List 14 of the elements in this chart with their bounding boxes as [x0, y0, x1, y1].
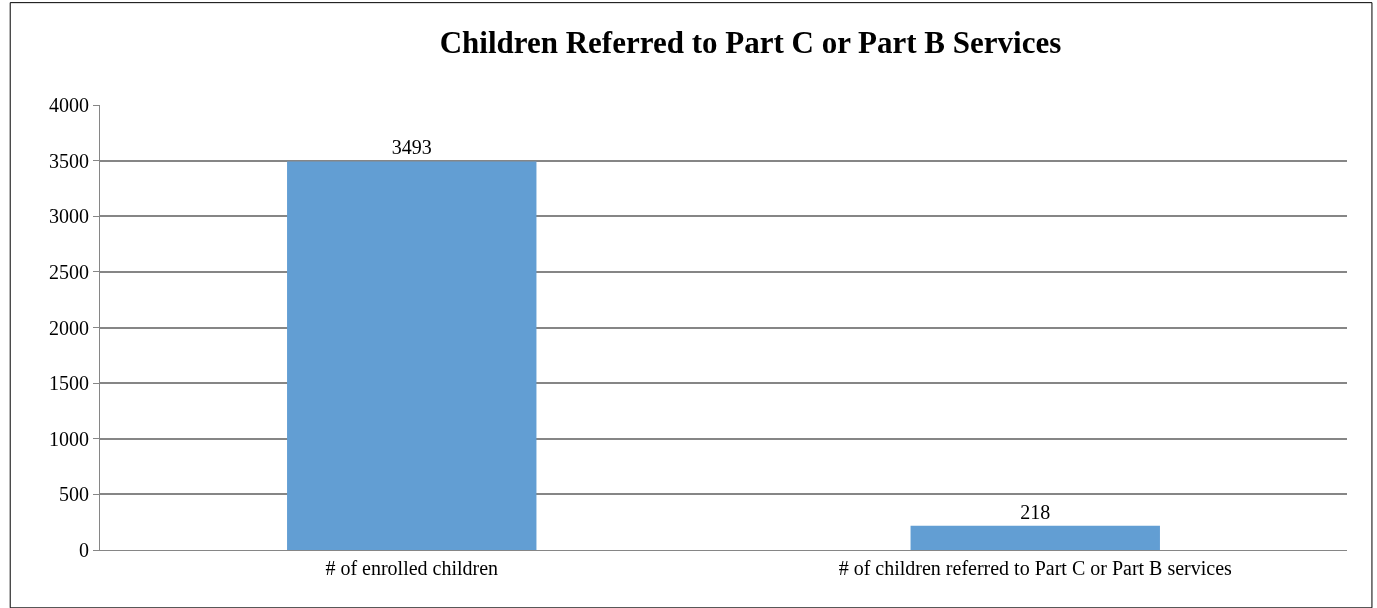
y-tick-label: 500	[59, 483, 89, 506]
y-tick-label: 3500	[49, 149, 89, 172]
y-tick-label: 1500	[49, 372, 89, 395]
x-tick-label: # of enrolled children	[325, 557, 499, 579]
chart-title: Children Referred to Part C or Part B Services	[439, 25, 1062, 61]
y-tick-label: 2500	[49, 260, 89, 283]
x-tick-label: # of children referred to Part C or Part B services	[838, 557, 1233, 579]
data-label: 3493	[391, 136, 432, 159]
y-tick-label: 0	[79, 539, 89, 561]
data-label: 218	[1020, 500, 1051, 523]
y-tick-label: 2000	[49, 316, 89, 339]
y-tick-label: 4000	[49, 94, 89, 116]
y-tick-label: 1000	[49, 427, 89, 450]
y-tick-label: 3000	[49, 205, 89, 228]
